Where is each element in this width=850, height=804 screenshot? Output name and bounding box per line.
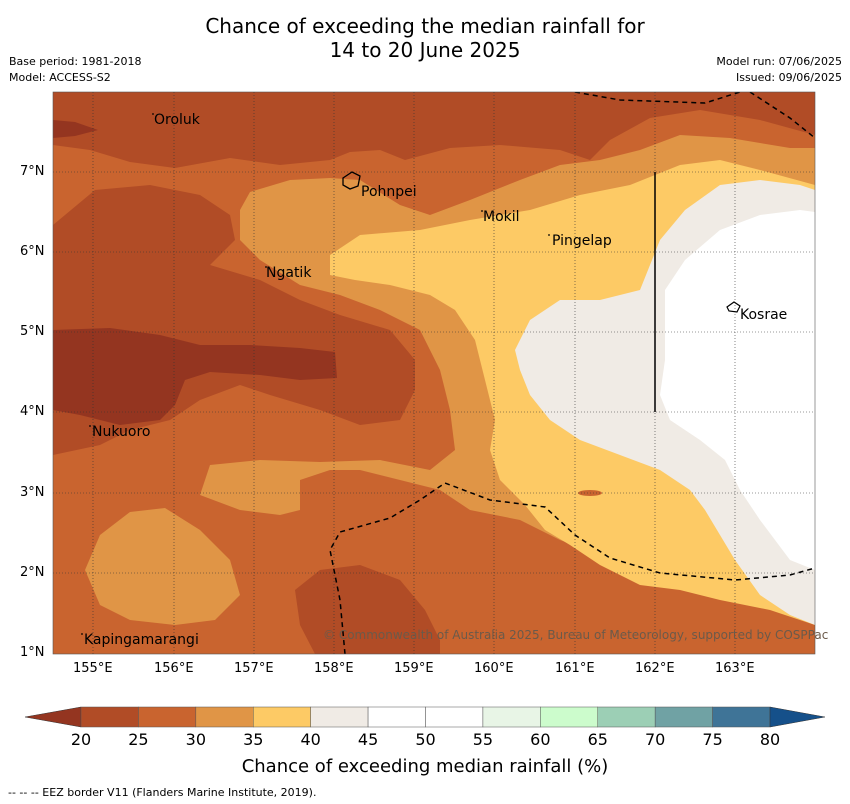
place-pohnpei: Pohnpei <box>361 184 417 200</box>
colorbar-tick-label: 45 <box>357 730 379 749</box>
lat-label: 1°N <box>20 645 45 660</box>
lat-label: 6°N <box>20 244 45 259</box>
lon-label: 160°E <box>474 661 514 676</box>
colorbar-tick-label: 20 <box>70 730 92 749</box>
band-50 <box>660 210 815 570</box>
band-25-north <box>53 92 815 168</box>
pohnpei-island-icon <box>342 171 361 190</box>
lon-label: 159°E <box>394 661 434 676</box>
colorbar-segment <box>712 706 771 728</box>
lat-label: 5°N <box>20 324 45 339</box>
colorbar-segment <box>138 706 197 728</box>
place-kapingamarangi: Kapingamarangi <box>84 632 199 648</box>
eez-border <box>329 92 815 654</box>
colorbar-tick-label: 80 <box>759 730 781 749</box>
colorbar-tick-label: 55 <box>472 730 494 749</box>
place-kosrae: Kosrae <box>740 307 788 323</box>
colorbar-title: Chance of exceeding median rainfall (%) <box>241 756 609 777</box>
band-25-south <box>295 565 440 654</box>
colorbar-segment <box>367 706 426 728</box>
map-frame <box>52 91 816 655</box>
lat-label: 7°N <box>20 164 45 179</box>
place-pingelap: Pingelap <box>552 233 612 249</box>
colorbar-segment <box>597 706 656 728</box>
colorbar <box>24 706 826 728</box>
lon-label: 157°E <box>234 661 274 676</box>
colorbar-tick-label: 75 <box>702 730 723 749</box>
lon-label: 158°E <box>314 661 354 676</box>
colorbar-segment <box>195 706 254 728</box>
title-line-2: 14 to 20 June 2025 <box>329 38 521 62</box>
place-ngatik: Ngatik <box>266 265 312 281</box>
lat-label: 2°N <box>20 565 45 580</box>
colorbar-tick-label: 65 <box>587 730 608 749</box>
colorbar-tick-label: 25 <box>128 730 149 749</box>
eez-footnote: -- -- -- EEZ border V11 (Flanders Marine… <box>8 786 317 799</box>
place-mokil: Mokil <box>483 209 520 225</box>
colorbar-tick-label: 50 <box>415 730 436 749</box>
lon-label: 161°E <box>555 661 595 676</box>
title-line-1: Chance of exceeding the median rainfall … <box>205 14 645 38</box>
band-35-southwest <box>85 508 240 625</box>
issued-date: Issued: 09/06/2025 <box>735 71 842 84</box>
colorbar-segment <box>482 706 541 728</box>
colorbar-tick-label: 35 <box>243 730 264 749</box>
lat-label: 3°N <box>20 485 45 500</box>
base-period: Base period: 1981-2018 <box>9 55 142 68</box>
place-nukuoro: Nukuoro <box>92 424 151 440</box>
lat-label: 4°N <box>20 404 45 419</box>
colorbar-under-arrow <box>24 706 82 728</box>
colorbar-segment <box>80 706 139 728</box>
lon-label: 156°E <box>154 661 194 676</box>
colorbar-tick-label: 30 <box>185 730 206 749</box>
rainfall-map <box>53 92 815 654</box>
model-name: Model: ACCESS-S2 <box>9 71 111 84</box>
colorbar-segment <box>425 706 484 728</box>
atoll-markers <box>81 113 550 635</box>
colorbar-tick-label: 40 <box>300 730 321 749</box>
colorbar-segment <box>540 706 598 728</box>
band-20-west <box>53 328 337 425</box>
colorbar-tick-label: 70 <box>644 730 666 749</box>
colorbar-segment <box>310 706 369 728</box>
colorbar-segment <box>253 706 311 728</box>
colorbar-tick-label: 60 <box>530 730 551 749</box>
lon-label: 155°E <box>73 661 113 676</box>
lon-label: 162°E <box>635 661 675 676</box>
place-oroluk: Oroluk <box>154 112 200 128</box>
lon-label: 163°E <box>715 661 755 676</box>
colorbar-over-arrow <box>769 706 826 728</box>
model-run: Model run: 07/06/2025 <box>716 55 842 68</box>
colorbar-segment <box>654 706 713 728</box>
kosrae-island-icon <box>726 301 741 313</box>
band-20-north <box>53 120 98 138</box>
copyright-notice: © Commonwealth of Australia 2025, Bureau… <box>323 628 829 642</box>
